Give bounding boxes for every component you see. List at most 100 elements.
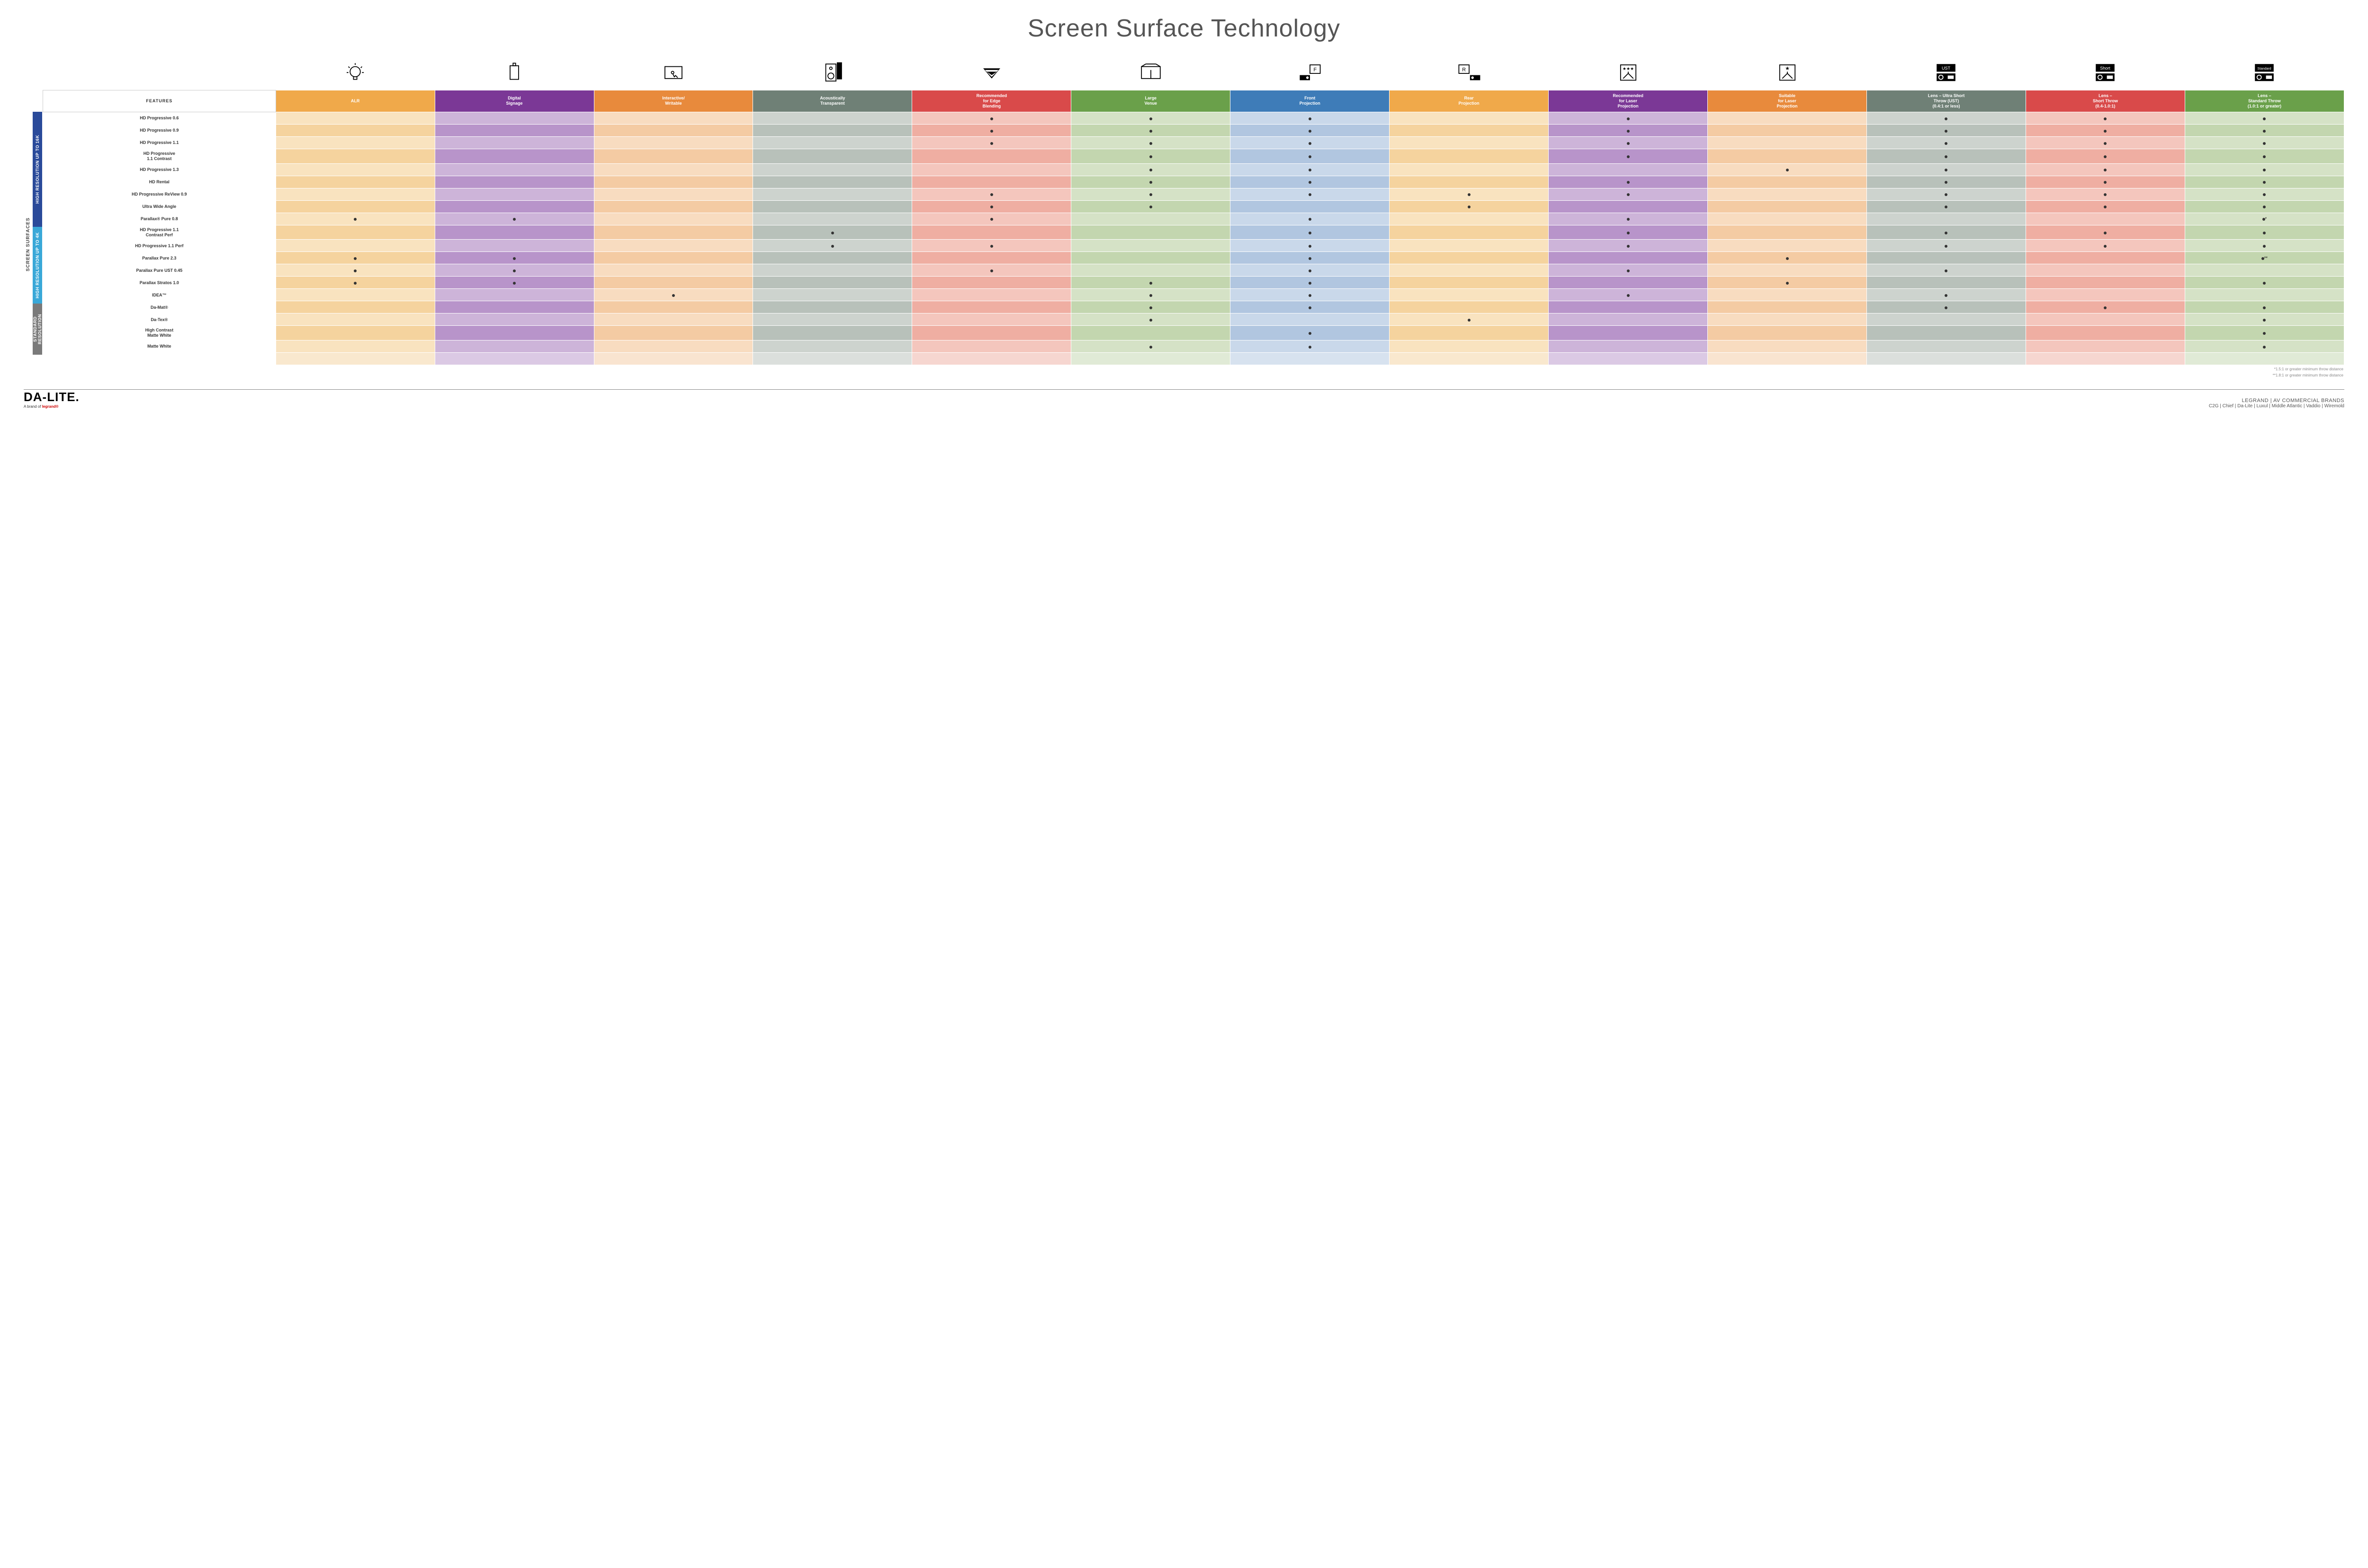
cell-venue: [1071, 240, 1230, 252]
cell-writable: [594, 112, 753, 125]
cell-rear: [1390, 112, 1549, 125]
cell-reclaser: [1549, 252, 1708, 264]
col-icon-short: Short: [2026, 57, 2185, 90]
cell-std: [2185, 176, 2344, 188]
row-label: HD Progressive 1.1Contrast Perf: [43, 225, 276, 240]
cell-venue: [1071, 326, 1230, 340]
cell-rear: [1390, 314, 1549, 326]
cell-signage: [435, 125, 594, 137]
cell-suitlaser: [1708, 277, 1867, 289]
col-header-std: Lens –Standard Throw(1.0:1 or greater): [2185, 90, 2344, 112]
cell-acoustic: [753, 176, 912, 188]
cell-reclaser: [1549, 326, 1708, 340]
cell-front: [1230, 326, 1390, 340]
cell-signage: [435, 301, 594, 314]
cell-rear: [1390, 188, 1549, 200]
cell-reclaser: [1549, 289, 1708, 301]
cell-short: [2026, 137, 2185, 149]
cell-ust: [1867, 252, 2026, 264]
col-icon-front: F: [1230, 57, 1390, 90]
cell-venue: [1071, 213, 1230, 225]
cell-short: [2026, 301, 2185, 314]
cell-short: [2026, 289, 2185, 301]
cell-front: [1230, 149, 1390, 164]
cell-alr: [276, 240, 435, 252]
row-label: HD Progressive 1.1 Perf: [43, 240, 276, 252]
cell-alr: [276, 137, 435, 149]
cell-ust: [1867, 188, 2026, 200]
col-header-writable: Interactive/Writable: [594, 90, 753, 112]
cell-ust: [1867, 301, 2026, 314]
cell-acoustic: [753, 240, 912, 252]
cell-suitlaser: [1708, 326, 1867, 340]
cell-rear: [1390, 289, 1549, 301]
row-label: High ContrastMatte White: [43, 326, 276, 340]
cell-edge: [912, 277, 1071, 289]
cell-ust: [1867, 277, 2026, 289]
cell-rear: [1390, 225, 1549, 240]
col-icon-edge: [912, 57, 1071, 90]
cell-signage: [435, 137, 594, 149]
cell-edge: [912, 240, 1071, 252]
cell-reclaser: [1549, 149, 1708, 164]
cell-rear: [1390, 213, 1549, 225]
col-icon-reclaser: ★★★: [1549, 57, 1708, 90]
cell-front: [1230, 301, 1390, 314]
group-label: STANDARDRESOLUTION: [33, 304, 42, 355]
cell-ust: [1867, 225, 2026, 240]
features-header: FEATURES: [43, 90, 276, 112]
cell-short: [2026, 163, 2185, 176]
cell-alr: [276, 277, 435, 289]
col-icon-suitlaser: ★: [1708, 57, 1867, 90]
cell-suitlaser: [1708, 149, 1867, 164]
cell-suitlaser: [1708, 176, 1867, 188]
cell-std: [2185, 240, 2344, 252]
cell-writable: [594, 125, 753, 137]
cell-std: [2185, 188, 2344, 200]
col-icon-std: Standard: [2185, 57, 2344, 90]
cell-alr: [276, 188, 435, 200]
group-label: HIGH RESOLUTION UP TO 4K: [33, 227, 42, 304]
cell-edge: [912, 112, 1071, 125]
cell-reclaser: [1549, 176, 1708, 188]
cell-edge: [912, 149, 1071, 164]
cell-reclaser: [1549, 163, 1708, 176]
cell-signage: [435, 340, 594, 353]
cell-ust: [1867, 163, 2026, 176]
cell-signage: [435, 112, 594, 125]
cell-venue: [1071, 301, 1230, 314]
cell-signage: [435, 314, 594, 326]
svg-text:UST: UST: [1942, 66, 1951, 71]
cell-alr: [276, 225, 435, 240]
cell-edge: [912, 225, 1071, 240]
row-label: HD Progressive 1.3: [43, 163, 276, 176]
page-title: Screen Surface Technology: [24, 14, 2344, 43]
cell-front: [1230, 225, 1390, 240]
cell-std: [2185, 112, 2344, 125]
cell-reclaser: [1549, 301, 1708, 314]
cell-writable: [594, 240, 753, 252]
cell-alr: [276, 252, 435, 264]
cell-short: [2026, 176, 2185, 188]
cell-front: [1230, 163, 1390, 176]
col-icon-venue: [1071, 57, 1230, 90]
cell-alr: [276, 163, 435, 176]
cell-writable: [594, 264, 753, 277]
cell-std: [2185, 163, 2344, 176]
brand-logo: DA‑LITE.: [24, 390, 80, 404]
cell-short: [2026, 112, 2185, 125]
cell-writable: [594, 176, 753, 188]
row-label: Parallax Stratos 1.0: [43, 277, 276, 289]
cell-short: [2026, 277, 2185, 289]
cell-front: [1230, 188, 1390, 200]
cell-edge: [912, 176, 1071, 188]
cell-front: [1230, 252, 1390, 264]
cell-alr: [276, 264, 435, 277]
cell-suitlaser: [1708, 240, 1867, 252]
cell-std: [2185, 149, 2344, 164]
cell-alr: [276, 213, 435, 225]
cell-reclaser: [1549, 240, 1708, 252]
cell-suitlaser: [1708, 301, 1867, 314]
col-icon-acoustic: [753, 57, 912, 90]
cell-reclaser: [1549, 225, 1708, 240]
